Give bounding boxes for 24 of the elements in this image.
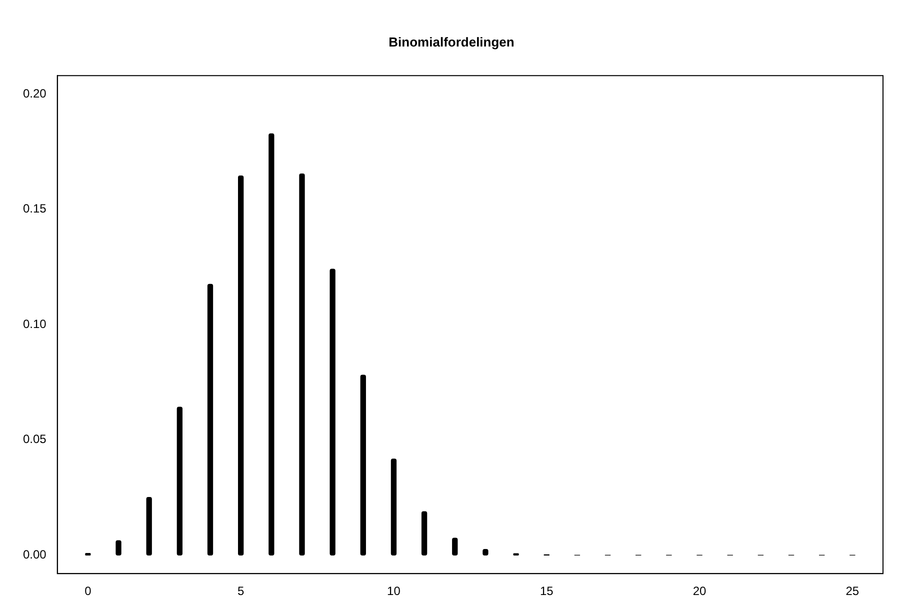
x-tick-label: 20	[692, 584, 707, 598]
chart-title: Binomialfordelingen	[388, 34, 514, 50]
x-tick-label: 0	[84, 584, 92, 598]
x-tick-label: 15	[540, 584, 554, 598]
x-tick-label: 10	[387, 584, 401, 598]
y-tick-label: 0.00	[22, 547, 47, 562]
bar	[238, 176, 244, 556]
bar	[390, 458, 397, 556]
bar	[330, 268, 336, 556]
bar	[421, 511, 428, 556]
y-tick-label: 0.05	[22, 432, 47, 446]
y-tick-label: 0.20	[22, 86, 47, 100]
x-tick-label: 25	[846, 584, 860, 598]
bar	[268, 133, 274, 556]
bar	[207, 284, 214, 556]
x-tick-label: 5	[237, 584, 244, 598]
bar	[146, 496, 152, 556]
bar	[452, 538, 458, 556]
bar	[116, 540, 122, 556]
bar	[360, 374, 366, 556]
y-tick-label: 0.10	[22, 316, 47, 331]
bar	[176, 406, 183, 556]
y-tick-label: 0.15	[22, 202, 47, 216]
bar	[299, 173, 305, 556]
